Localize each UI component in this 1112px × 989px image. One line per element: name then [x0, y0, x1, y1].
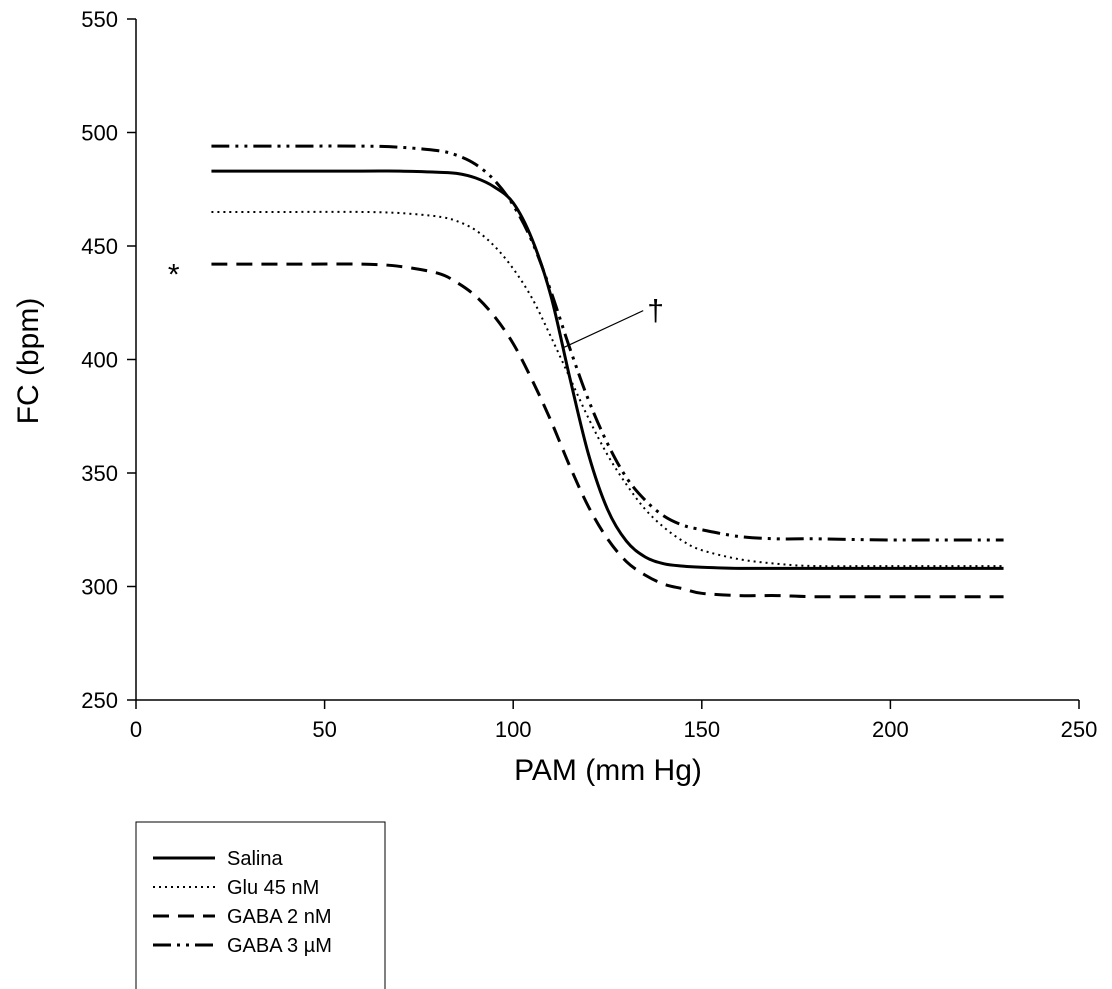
legend-label-2: Glu 45 nM	[227, 877, 319, 899]
series-layer	[211, 144, 1004, 599]
legend-items: Salina Glu 45 nM GABA 2 nM GABA 3 µM	[153, 848, 332, 957]
legend-label-3: GABA 2 nM	[227, 906, 332, 928]
y-ticks: 250 300 350 400 450 500 550	[81, 7, 136, 713]
annotation-asterisk: *	[168, 259, 180, 292]
series-line-4	[211, 144, 1004, 542]
x-axis-title: PAM (mm Hg)	[514, 754, 702, 787]
y-tick-label: 450	[81, 234, 118, 259]
x-tick-label: 50	[312, 717, 336, 742]
y-tick-label: 550	[81, 7, 118, 32]
series-line-1	[211, 169, 1004, 570]
x-tick-label: 100	[495, 717, 532, 742]
x-ticks: 0 50 100 150 200 250	[130, 700, 1097, 742]
series-line-2	[211, 210, 1004, 568]
annotation-dagger: †	[647, 295, 664, 328]
legend-label-4: GABA 3 µM	[227, 935, 332, 957]
y-tick-label: 400	[81, 348, 118, 373]
legend-box	[135, 821, 386, 989]
series-line-3	[211, 262, 1004, 599]
x-tick-label: 250	[1061, 717, 1098, 742]
legend-label-1: Salina	[227, 848, 283, 870]
x-tick-label: 200	[872, 717, 909, 742]
annotation-leader-line	[561, 310, 644, 349]
y-tick-label: 350	[81, 461, 118, 486]
y-tick-label: 500	[81, 121, 118, 146]
x-tick-label: 150	[683, 717, 720, 742]
legend: Salina Glu 45 nM GABA 2 nM GABA 3 µM	[135, 821, 386, 989]
x-tick-label: 0	[130, 717, 142, 742]
y-tick-label: 300	[81, 575, 118, 600]
annotation-layer: *†	[168, 259, 664, 349]
y-tick-label: 250	[81, 688, 118, 713]
y-axis-title: FC (bpm)	[12, 298, 45, 425]
